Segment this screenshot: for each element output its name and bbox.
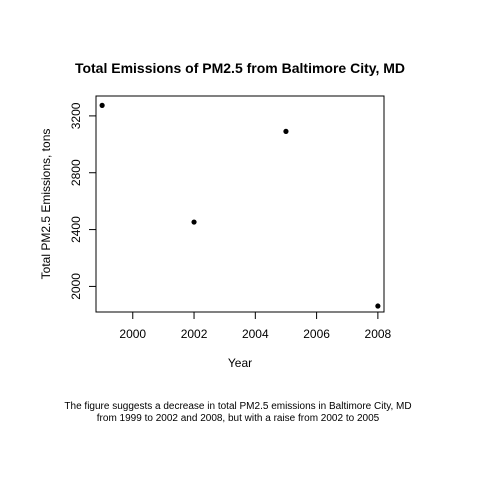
data-point	[191, 219, 197, 225]
y-tick-label: 3200	[69, 102, 83, 129]
x-tick-label: 2000	[119, 327, 146, 341]
y-tick-label: 2000	[69, 273, 83, 300]
data-point	[375, 303, 381, 309]
caption-line-2: from 1999 to 2002 and 2008, but with a r…	[97, 413, 380, 424]
x-tick-label: 2006	[303, 327, 330, 341]
data-points	[99, 102, 381, 309]
x-tick-label: 2002	[181, 327, 208, 341]
y-tick-label: 2800	[69, 159, 83, 186]
y-tick-label: 2400	[69, 216, 83, 243]
y-axis: 2000 2400 2800 3200	[69, 102, 97, 300]
y-axis-label: Total PM2.5 Emissions, tons	[39, 129, 53, 280]
data-point	[99, 102, 105, 108]
plot-frame	[95, 95, 385, 313]
x-axis: 2000 2002 2004 2006 2008	[119, 311, 392, 341]
x-tick-label: 2004	[242, 327, 269, 341]
x-tick-label: 2008	[365, 327, 392, 341]
caption-line-1: The figure suggests a decrease in total …	[64, 401, 411, 412]
chart-title: Total Emissions of PM2.5 from Baltimore …	[75, 60, 405, 76]
x-axis-label: Year	[228, 356, 252, 370]
data-point	[283, 128, 289, 134]
